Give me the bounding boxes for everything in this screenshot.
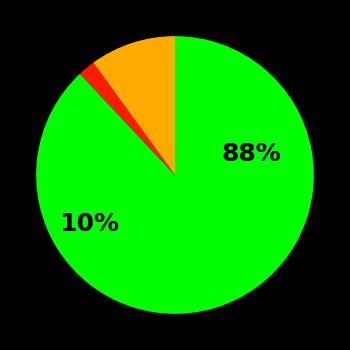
Wedge shape [80,63,175,175]
Wedge shape [36,36,314,314]
Wedge shape [93,36,175,175]
Text: 10%: 10% [59,212,119,236]
Text: 88%: 88% [222,142,281,166]
